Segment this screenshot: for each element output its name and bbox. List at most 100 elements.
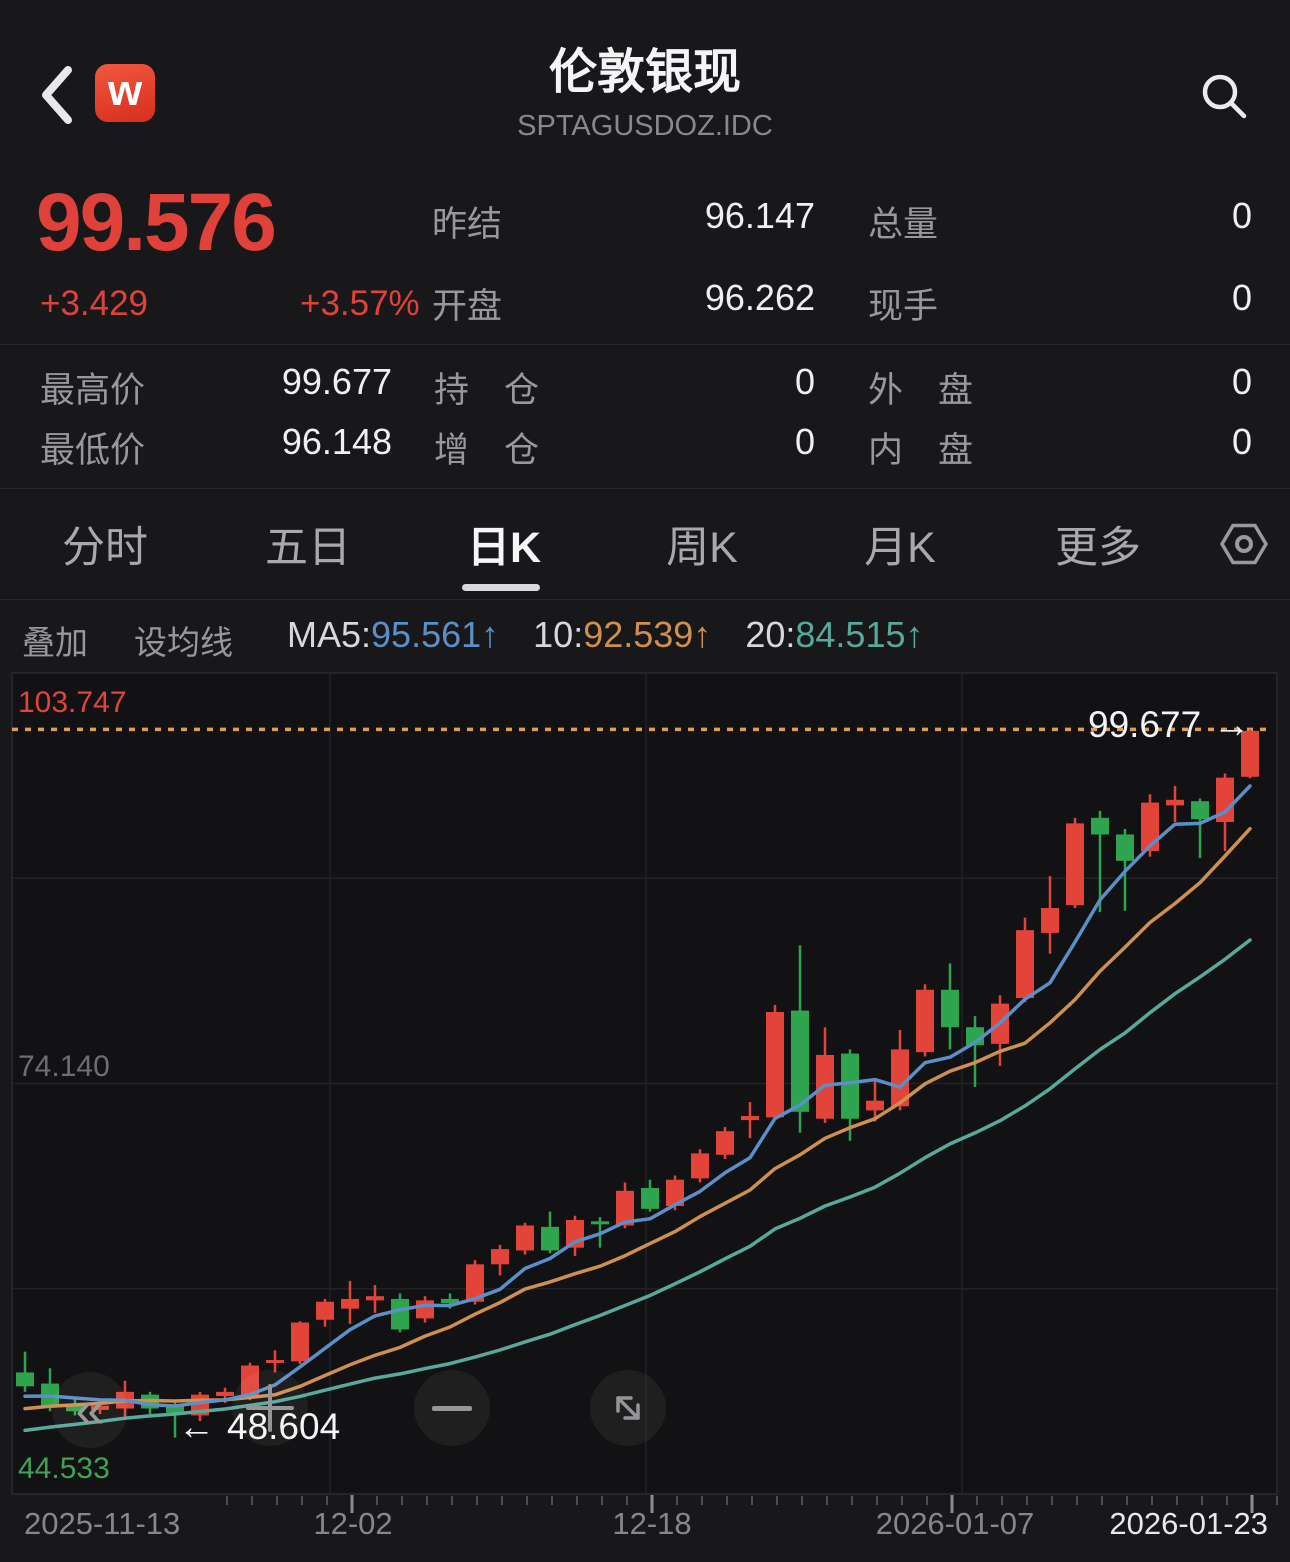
active-tab-underline [462,584,540,591]
candle-body [366,1296,384,1301]
back-button[interactable] [38,64,78,126]
high-price-annotation: 99.677 → [1088,704,1250,746]
ma5-value: 95.561 [371,614,482,655]
x-tick-label: 2026-01-07 [875,1506,1035,1541]
y-axis-mid-label: 74.140 [18,1050,110,1083]
candle-body [641,1188,659,1209]
candle-body [1116,834,1134,861]
search-button[interactable] [1198,70,1250,122]
open-label: 开盘 [432,287,503,326]
page-title: 伦敦银现 [548,46,741,99]
x-tick-label: 12-18 [612,1506,692,1541]
low-price-annotation: ← 48.604 [178,1406,340,1448]
candle-body [691,1153,709,1179]
inner-disc-label: 内 盘 [868,431,974,470]
candle-body [591,1221,609,1225]
arrow-left-icon: ← [178,1406,215,1447]
candle-body [1016,930,1034,999]
set-ma-button[interactable]: 设均线 [134,624,233,661]
zoom-out-button[interactable] [414,1370,490,1446]
high-annotation-text: 99.677 [1088,704,1202,745]
tab-minute[interactable]: 分时 [62,524,148,572]
expand-diagonal-icon [616,1396,640,1420]
arrow-right-icon: → [1213,704,1251,745]
high-label: 最高价 [40,371,146,410]
ma5-prefix: MA5: [287,614,372,655]
divider [0,599,1290,600]
price-change-percent: +3.57% [300,284,420,323]
tab-five-day[interactable]: 五日 [265,524,351,572]
outer-disc-label: 外 盘 [868,371,974,410]
zoom-in-button[interactable] [232,1370,308,1446]
tab-daily-k[interactable]: 日K [466,524,542,572]
period-tabbar: 分时 五日 日K 周K 月K 更多 [0,490,1290,598]
candle-body [341,1298,359,1309]
wind-logo: w [95,64,155,122]
wind-logo-letter: w [107,66,143,115]
candle-body [391,1298,409,1330]
instrument-code: SPTAGUSDOZ.IDC [517,110,773,142]
plot-border [11,672,1278,1495]
candle-body [1066,823,1084,906]
search-icon [1202,74,1247,119]
plus-icon [246,1384,294,1432]
x-tick-label-current: 2026-01-23 [1109,1506,1268,1541]
prev-close-label: 昨结 [432,205,503,244]
ma10-prefix: 10: [533,614,584,655]
tab-weekly-k[interactable]: 周K [666,524,738,572]
candle-body [866,1100,884,1111]
candle-body [516,1225,534,1251]
minus-icon [432,1405,472,1411]
low-annotation-text: 48.604 [227,1406,341,1447]
candle-body [541,1226,559,1251]
candle-body [466,1264,484,1302]
candle-body [891,1049,909,1107]
candle-body [841,1053,859,1119]
ma20-up-arrow-icon: ↑ [905,614,924,655]
candle-body [1241,730,1259,777]
total-volume-value: 0 [1231,195,1252,236]
candle-body [416,1300,434,1319]
candle-body [716,1131,734,1155]
fullscreen-button[interactable] [590,1370,666,1446]
candle-body [491,1249,509,1265]
candle-body [916,989,934,1053]
ma20-line [23,938,1252,1433]
candle-body [1216,777,1234,823]
last-price: 99.576 [36,177,277,268]
divider [0,344,1290,345]
overlay-button[interactable]: 叠加 [22,624,88,661]
candle-body [766,1011,784,1118]
x-tick-label: 12-02 [313,1506,393,1541]
pan-left-button[interactable]: « [52,1372,128,1448]
double-chevron-left-icon: « [75,1381,105,1439]
candle-body [66,1405,84,1412]
price-change: +3.429 [40,284,149,323]
candle-body [216,1391,234,1397]
open-interest-label: 持 仓 [434,371,540,410]
candle-body [941,989,959,1028]
candle-body [666,1179,684,1207]
candle-body [16,1372,34,1387]
divider [0,488,1290,489]
tab-monthly-k[interactable]: 月K [864,524,936,572]
high-value: 99.677 [281,361,392,402]
ma20-prefix: 20: [745,614,796,655]
tab-more[interactable]: 更多 [1055,524,1141,572]
total-volume-label: 总量 [868,205,939,244]
candle-body [1141,802,1159,852]
x-tick-label: 2025-11-13 [24,1506,181,1541]
low-value: 96.148 [281,421,392,462]
outer-disc-value: 0 [1231,361,1252,402]
candle-body [1191,801,1209,820]
ma5-up-arrow-icon: ↑ [481,614,500,655]
y-axis-max-label: 103.747 [18,686,127,719]
prev-close-value: 96.147 [704,195,815,236]
candle-body [616,1190,634,1226]
chart-settings-button[interactable] [1198,522,1290,566]
chevron-left-icon [42,66,72,124]
candle-body [316,1301,334,1320]
ma-legend: MA5:95.561↑ 10:92.539↑ 20:84.515↑ [287,614,923,656]
inner-disc-value: 0 [1231,421,1252,462]
